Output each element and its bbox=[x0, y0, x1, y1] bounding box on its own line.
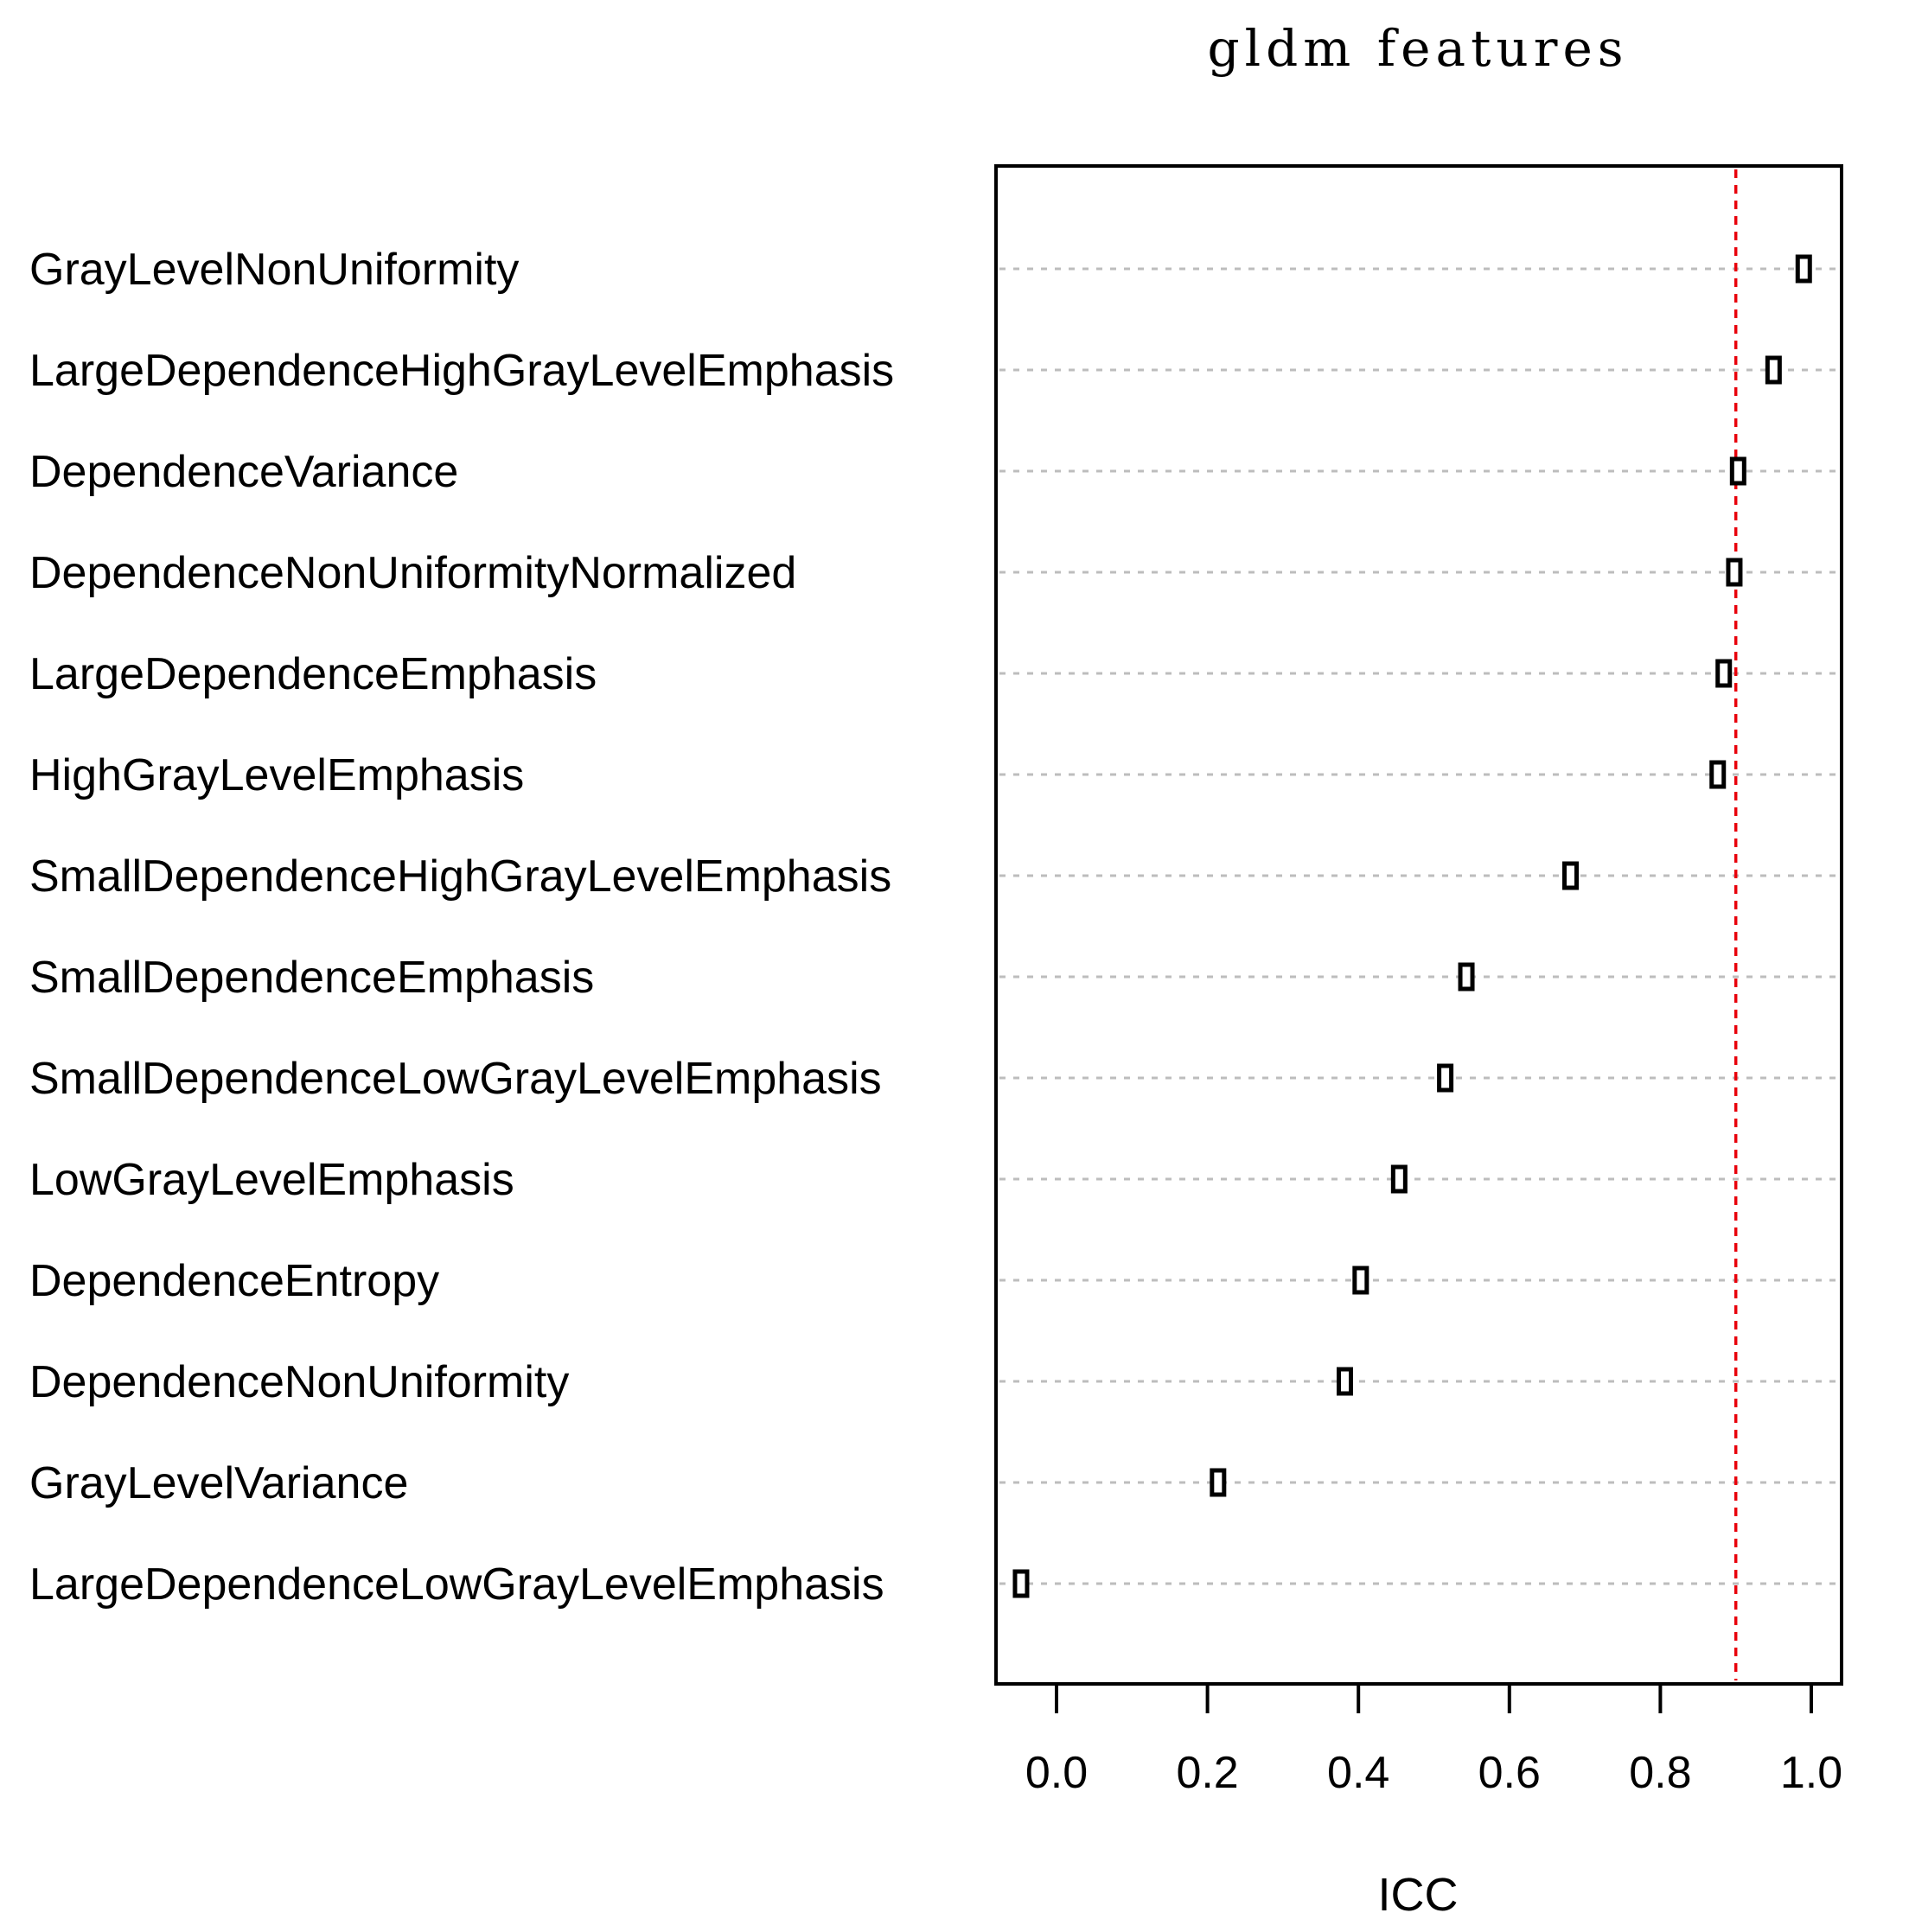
data-point bbox=[1795, 254, 1812, 284]
row-label: SmallDependenceHighGrayLevelEmphasis bbox=[29, 851, 891, 902]
x-tick-label: 1.0 bbox=[1780, 1748, 1842, 1798]
row-label: GrayLevelVariance bbox=[29, 1458, 408, 1508]
data-point bbox=[1458, 962, 1475, 992]
row-label: GrayLevelNonUniformity bbox=[29, 245, 519, 295]
x-axis: 0.0 0.2 0.4 0.6 0.8 1.0 bbox=[1025, 1684, 1842, 1798]
grid-lines bbox=[999, 267, 1838, 1585]
row-label: DependenceVariance bbox=[29, 447, 458, 497]
row-label: LargeDependenceEmphasis bbox=[29, 649, 597, 699]
plot-frame bbox=[994, 164, 1843, 1686]
x-tick-label: 0.8 bbox=[1629, 1748, 1691, 1798]
row-label: DependenceNonUniformity bbox=[29, 1357, 569, 1407]
data-point bbox=[1352, 1266, 1370, 1295]
row-label: LowGrayLevelEmphasis bbox=[29, 1155, 514, 1205]
data-point bbox=[1726, 558, 1743, 587]
data-point bbox=[1562, 861, 1580, 890]
data-point bbox=[1715, 659, 1733, 688]
row-label: HighGrayLevelEmphasis bbox=[29, 750, 524, 800]
data-point bbox=[1709, 760, 1727, 789]
x-tick-label: 0.2 bbox=[1176, 1748, 1238, 1798]
chart-title: gldm features bbox=[1207, 19, 1628, 78]
row-label: DependenceEntropy bbox=[29, 1256, 439, 1306]
x-axis-label: ICC bbox=[1378, 1869, 1459, 1921]
data-point bbox=[1729, 456, 1746, 486]
row-labels: GrayLevelNonUniformity LargeDependenceHig… bbox=[29, 245, 894, 1610]
row-label: LargeDependenceLowGrayLevelEmphasis bbox=[29, 1559, 884, 1610]
data-point bbox=[1210, 1468, 1227, 1497]
data-point bbox=[1765, 355, 1782, 385]
x-tick-label: 0.6 bbox=[1478, 1748, 1541, 1798]
row-label: SmallDependenceLowGrayLevelEmphasis bbox=[29, 1054, 882, 1104]
data-point bbox=[1437, 1063, 1454, 1093]
data-point bbox=[1336, 1367, 1353, 1396]
x-tick-label: 0.0 bbox=[1025, 1748, 1088, 1798]
data-point bbox=[1012, 1569, 1030, 1598]
data-point bbox=[1390, 1164, 1408, 1194]
x-tick-label: 0.4 bbox=[1327, 1748, 1389, 1798]
row-label: DependenceNonUniformityNormalized bbox=[29, 548, 796, 598]
data-markers bbox=[1012, 254, 1812, 1598]
row-label: SmallDependenceEmphasis bbox=[29, 953, 594, 1003]
row-label: LargeDependenceHighGrayLevelEmphasis bbox=[29, 346, 894, 396]
